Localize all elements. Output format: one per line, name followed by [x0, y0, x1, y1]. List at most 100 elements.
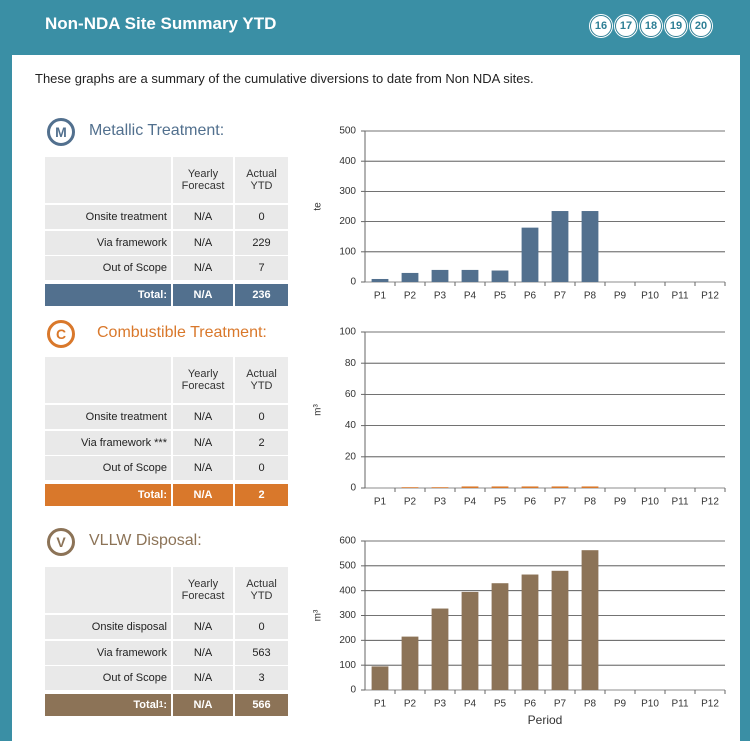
x-tick-label: P10: [641, 497, 659, 508]
total-cell: N/A: [173, 693, 233, 716]
x-axis-label: Period: [528, 713, 563, 727]
x-tick-label: P5: [494, 699, 507, 710]
bar: [461, 269, 479, 282]
total-cell: N/A: [173, 483, 233, 506]
y-tick-label: 200: [339, 635, 356, 646]
bar: [521, 574, 539, 690]
column-header: Actual YTD: [235, 157, 288, 203]
table-cell: N/A: [173, 256, 233, 280]
x-tick-label: P11: [671, 291, 688, 302]
x-tick-label: P2: [404, 497, 417, 508]
table-cell: Out of Scope: [45, 666, 171, 690]
table-cell: Onsite treatment: [45, 405, 171, 429]
y-tick-label: 200: [339, 216, 356, 227]
y-tick-label: 0: [350, 277, 356, 288]
x-tick-label: P8: [584, 291, 597, 302]
total-label-part: Total: [133, 698, 159, 711]
y-axis-label: m³: [313, 609, 324, 621]
x-tick-label: P3: [434, 497, 447, 508]
y-tick-label: 300: [339, 610, 356, 621]
table-cell: N/A: [173, 666, 233, 690]
bar: [431, 608, 449, 690]
x-tick-label: P9: [614, 291, 627, 302]
column-header: Yearly Forecast: [173, 157, 233, 203]
section-title: Combustible Treatment:: [97, 324, 267, 341]
bar: [491, 486, 509, 488]
header-title: Non-NDA Site Summary YTD: [45, 14, 277, 33]
table-cell: Via framework: [45, 640, 171, 665]
table-cell: 0: [235, 205, 288, 229]
y-tick-label: 60: [345, 389, 357, 400]
x-tick-label: P12: [701, 291, 719, 302]
y-tick-label: 100: [339, 660, 356, 671]
total-cell: 2: [235, 483, 288, 506]
x-tick-label: P3: [434, 291, 447, 302]
section-icon: V: [47, 528, 75, 556]
table-header-cell: [45, 567, 171, 613]
y-tick-label: 400: [339, 585, 356, 596]
x-tick-label: P8: [584, 699, 597, 710]
bar: [491, 583, 509, 690]
x-tick-label: P7: [554, 699, 567, 710]
total-label-part: :: [163, 698, 167, 711]
bar: [401, 272, 419, 282]
bar: [371, 278, 389, 282]
badge: 16: [590, 15, 612, 37]
total-cell: Total 1:: [45, 693, 171, 716]
table-cell: 563: [235, 640, 288, 665]
y-tick-label: 0: [350, 685, 356, 696]
x-tick-label: P2: [404, 699, 417, 710]
x-tick-label: P1: [374, 497, 387, 508]
x-tick-label: P11: [671, 699, 688, 710]
table-header-cell: [45, 357, 171, 403]
y-tick-label: 500: [339, 560, 356, 571]
x-tick-label: P10: [641, 291, 659, 302]
y-axis-label: te: [313, 202, 324, 211]
y-tick-label: 500: [339, 126, 356, 137]
x-tick-label: P4: [464, 497, 477, 508]
column-header: Yearly Forecast: [173, 567, 233, 613]
x-tick-label: P1: [374, 291, 387, 302]
section-title: Metallic Treatment:: [89, 122, 225, 139]
y-tick-label: 600: [339, 536, 356, 547]
bar: [461, 486, 479, 488]
x-tick-label: P7: [554, 291, 567, 302]
bar: [401, 487, 419, 488]
x-tick-label: P5: [494, 291, 507, 302]
x-tick-label: P11: [671, 497, 688, 508]
bar: [581, 486, 599, 488]
table-cell: N/A: [173, 230, 233, 255]
x-tick-label: P4: [464, 699, 477, 710]
table-cell: Out of Scope: [45, 256, 171, 280]
table-cell: Onsite treatment: [45, 205, 171, 229]
x-tick-label: P8: [584, 497, 597, 508]
bar: [521, 227, 539, 282]
table-cell: 0: [235, 405, 288, 429]
x-tick-label: P10: [641, 699, 659, 710]
total-cell: Total:: [45, 283, 171, 306]
bar: [371, 666, 389, 690]
x-tick-label: P12: [701, 699, 719, 710]
x-tick-label: P4: [464, 291, 477, 302]
x-tick-label: P5: [494, 497, 507, 508]
bar: [581, 211, 599, 282]
table-cell: N/A: [173, 430, 233, 455]
column-header: Yearly Forecast: [173, 357, 233, 403]
table-cell: N/A: [173, 456, 233, 480]
bar: [491, 270, 509, 282]
y-tick-label: 100: [339, 327, 356, 338]
x-tick-label: P9: [614, 699, 627, 710]
bar: [551, 211, 569, 282]
x-tick-label: P2: [404, 291, 417, 302]
x-tick-label: P1: [374, 699, 387, 710]
bar: [551, 570, 569, 690]
x-tick-label: P6: [524, 497, 537, 508]
total-cell: N/A: [173, 283, 233, 306]
bar: [461, 591, 479, 690]
total-cell: 236: [235, 283, 288, 306]
badge: 18: [640, 15, 662, 37]
bar: [401, 636, 419, 690]
table-cell: 3: [235, 666, 288, 690]
